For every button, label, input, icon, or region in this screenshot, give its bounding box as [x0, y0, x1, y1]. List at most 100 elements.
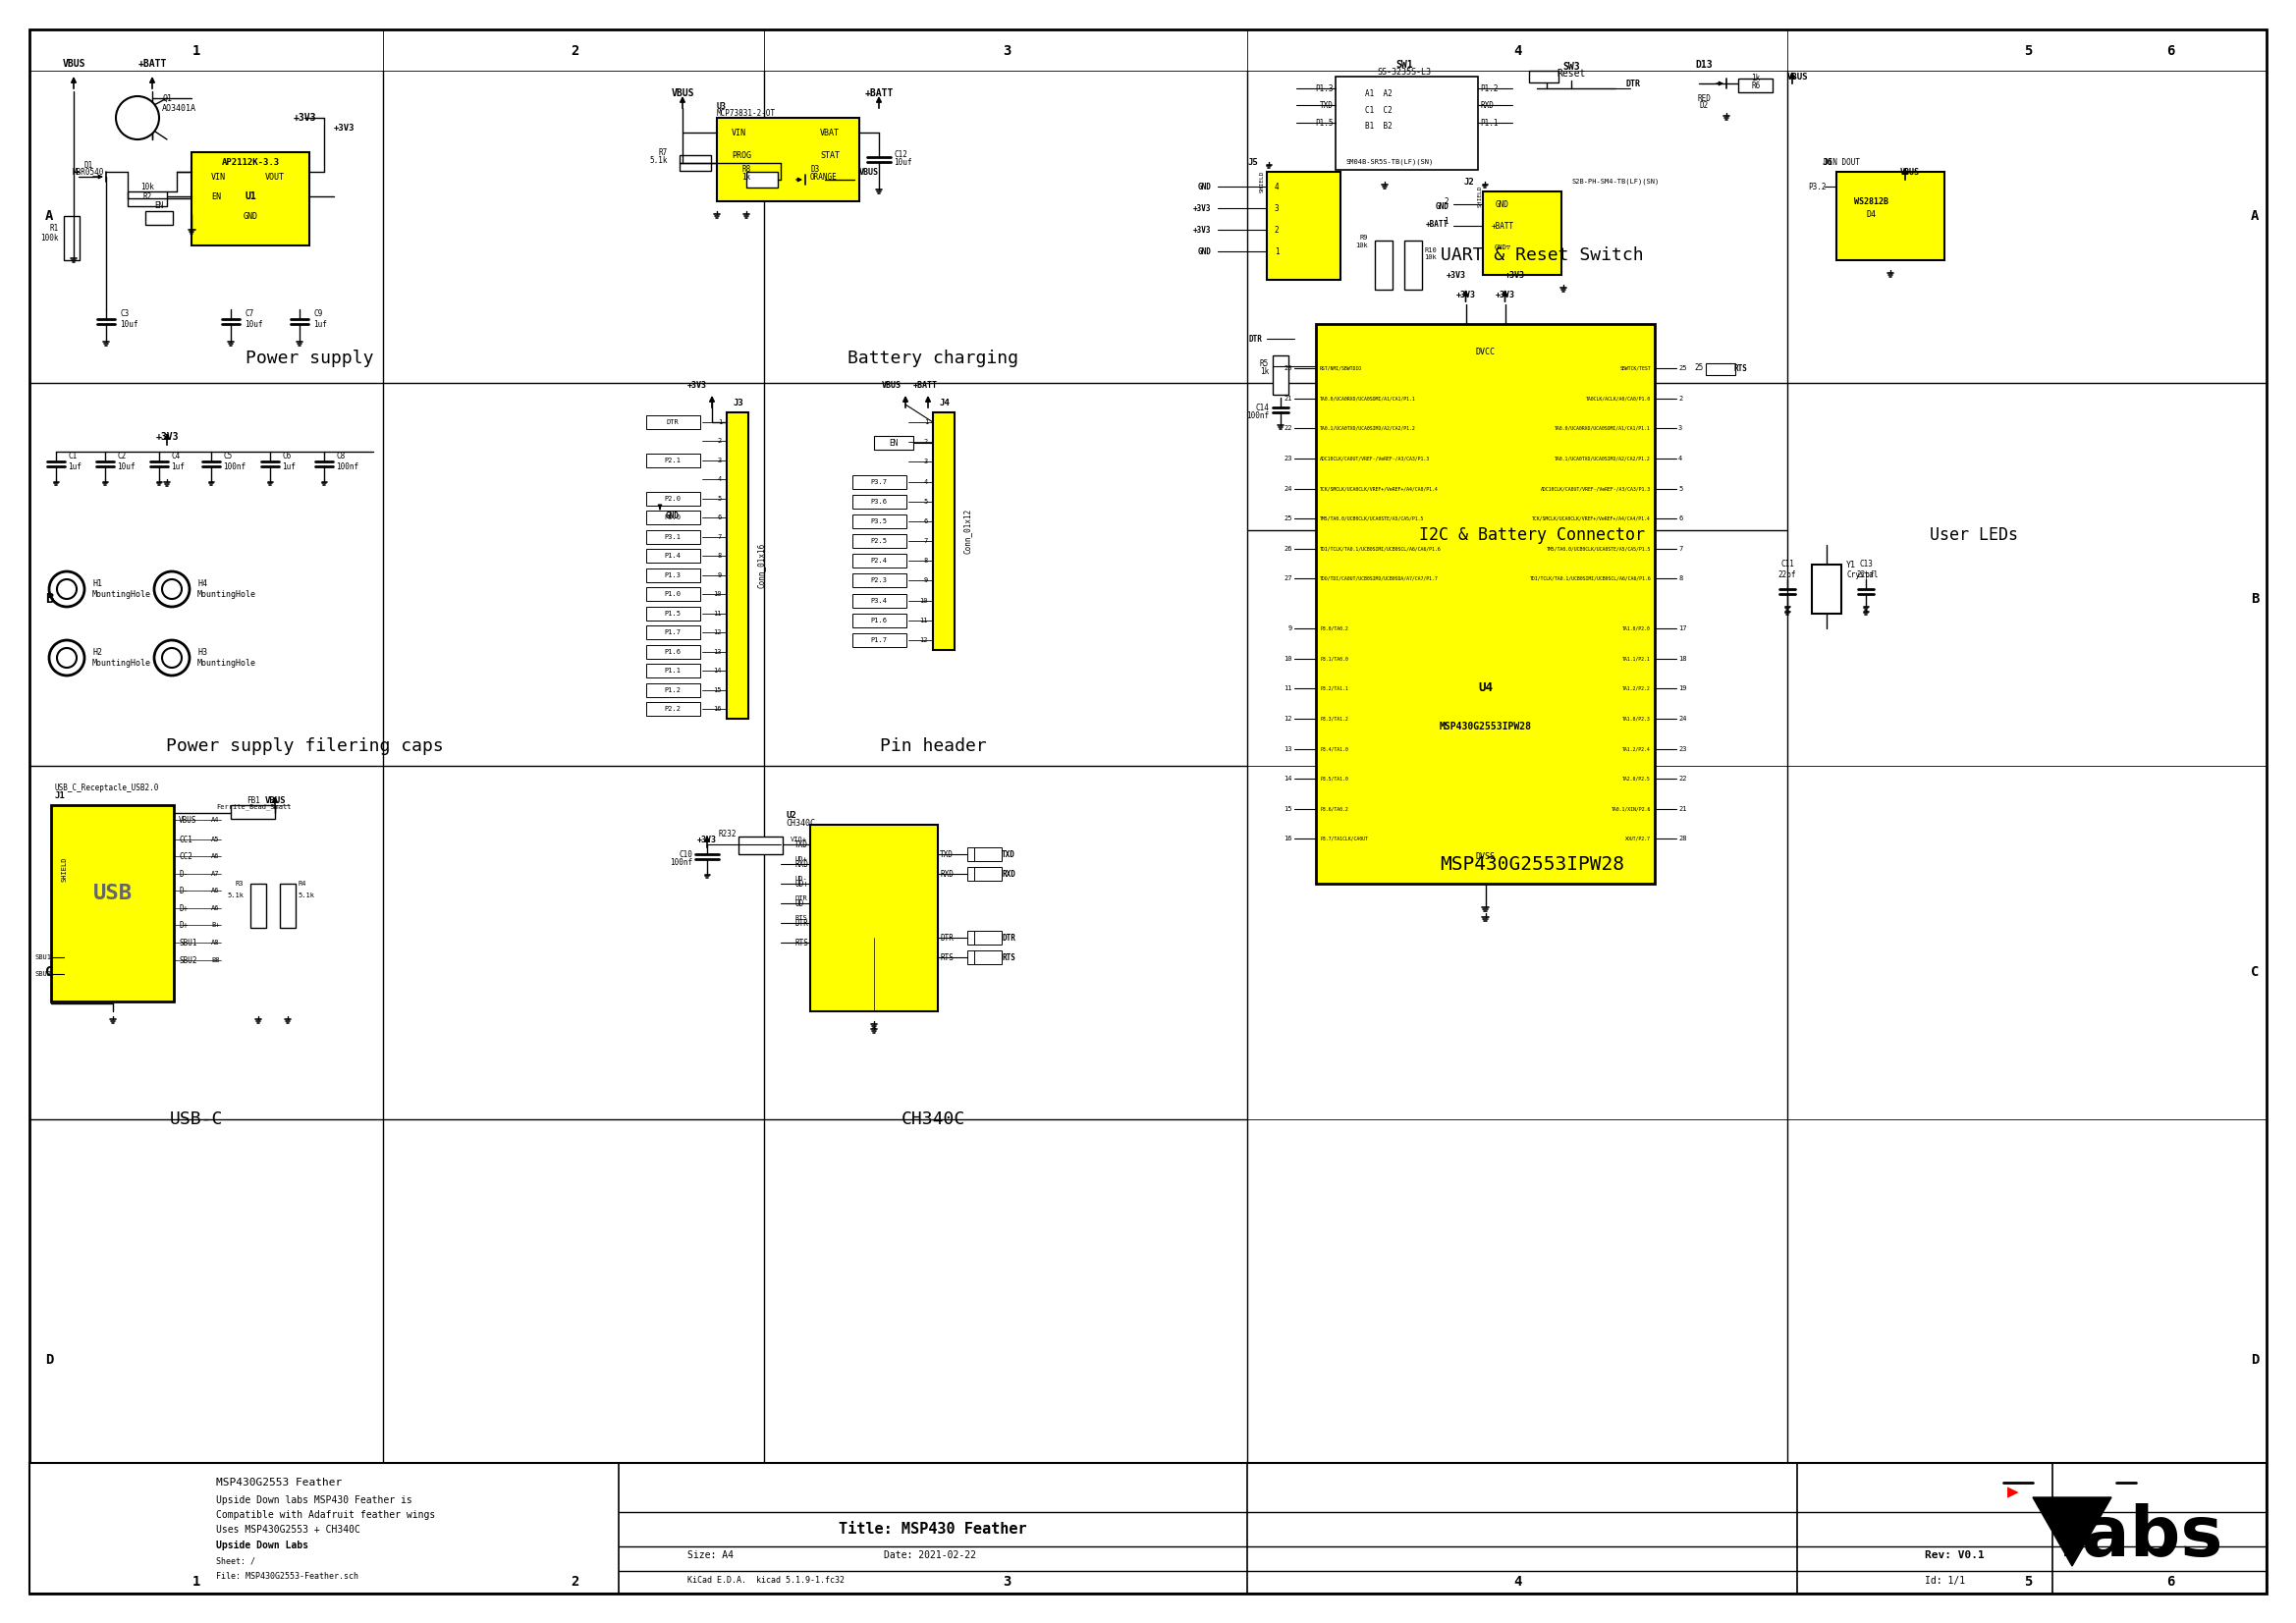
Text: SBU1: SBU1 — [179, 938, 197, 946]
Text: Pin header: Pin header — [879, 737, 987, 755]
Text: P1.1: P1.1 — [1481, 118, 1497, 127]
Text: 10: 10 — [714, 591, 721, 597]
Text: RXD: RXD — [939, 870, 953, 878]
Text: D3: D3 — [810, 164, 820, 174]
Text: D2: D2 — [1699, 101, 1708, 109]
Text: TA0.0/UCA0RXD/UCA0SOMI/A1/CA1/P1.1: TA0.0/UCA0RXD/UCA0SOMI/A1/CA1/P1.1 — [1554, 425, 1651, 430]
Text: P3.6: P3.6 — [870, 498, 886, 505]
Text: DVCC: DVCC — [1476, 347, 1495, 355]
Text: TA0.1/UCA0TXD/UCA0SIMD/A2/CA2/P1.2: TA0.1/UCA0TXD/UCA0SIMD/A2/CA2/P1.2 — [1554, 456, 1651, 461]
Bar — [974, 847, 1001, 862]
Text: +3V3: +3V3 — [156, 432, 179, 441]
Text: +3V3: +3V3 — [1192, 226, 1210, 234]
Text: I2C & Battery Connector: I2C & Battery Connector — [1419, 526, 1644, 544]
Text: VBUS: VBUS — [1786, 71, 1809, 81]
Text: 1: 1 — [193, 44, 200, 58]
Text: C12: C12 — [893, 149, 907, 159]
Text: D+: D+ — [179, 920, 188, 930]
Bar — [645, 568, 700, 583]
Text: 12: 12 — [1283, 716, 1293, 722]
Bar — [852, 633, 907, 648]
Text: 20: 20 — [1283, 365, 1293, 372]
Text: P1.1: P1.1 — [664, 669, 682, 674]
Bar — [145, 211, 172, 226]
Text: SS-3235S-L3: SS-3235S-L3 — [1378, 67, 1430, 76]
Text: A6: A6 — [211, 888, 220, 894]
Text: CH340C: CH340C — [785, 818, 815, 828]
Bar — [1272, 355, 1288, 394]
Text: AP2112K-3.3: AP2112K-3.3 — [220, 157, 280, 167]
Bar — [1529, 71, 1559, 83]
Text: UD+: UD+ — [794, 857, 808, 862]
Text: C10: C10 — [680, 850, 693, 859]
Text: TA1.2/P2.4: TA1.2/P2.4 — [1623, 747, 1651, 751]
Text: Power supply: Power supply — [246, 349, 374, 367]
Text: 24: 24 — [1283, 485, 1293, 492]
Text: 4: 4 — [923, 479, 928, 485]
Text: B8: B8 — [211, 958, 220, 962]
Text: 24: 24 — [1678, 716, 1688, 722]
Text: P3.2/TA1.1: P3.2/TA1.1 — [1320, 687, 1348, 691]
Text: C: C — [2250, 966, 2259, 979]
Text: Size: A4: Size: A4 — [687, 1550, 735, 1560]
Text: 4: 4 — [1678, 456, 1683, 461]
Text: RXD: RXD — [794, 860, 808, 868]
Text: MSP430G2553 Feather: MSP430G2553 Feather — [216, 1477, 342, 1488]
Text: 10k: 10k — [140, 182, 154, 192]
Text: P3.5: P3.5 — [870, 518, 886, 524]
Text: USB_C_Receptacle_USB2.0: USB_C_Receptacle_USB2.0 — [55, 782, 158, 792]
Text: TA1.0/P2.0: TA1.0/P2.0 — [1623, 626, 1651, 631]
Text: SW1: SW1 — [1396, 60, 1412, 70]
Text: P1.6: P1.6 — [664, 649, 682, 654]
Text: VBUS: VBUS — [859, 167, 879, 177]
Text: 1k: 1k — [742, 172, 751, 182]
Text: TA1.1/P2.1: TA1.1/P2.1 — [1623, 656, 1651, 661]
Bar — [645, 664, 700, 678]
Circle shape — [115, 96, 158, 140]
Text: 4: 4 — [1513, 1574, 1522, 1589]
Text: 5.1k: 5.1k — [227, 893, 243, 899]
Text: 21: 21 — [1283, 396, 1293, 401]
Bar — [967, 932, 994, 945]
Text: P3.3/TA1.2: P3.3/TA1.2 — [1320, 716, 1348, 721]
Text: VBUS: VBUS — [62, 58, 85, 68]
Text: D-: D- — [179, 870, 188, 878]
Text: VOUT: VOUT — [264, 172, 285, 182]
Text: STAT: STAT — [820, 151, 840, 159]
Text: +BATT: +BATT — [1490, 221, 1513, 230]
Bar — [974, 951, 1001, 964]
Text: R10: R10 — [1424, 247, 1437, 253]
Text: +3V3: +3V3 — [698, 836, 716, 844]
Text: VBAT: VBAT — [820, 128, 840, 136]
Text: 13: 13 — [1283, 745, 1293, 751]
Text: EN: EN — [211, 192, 220, 201]
Text: TA0.1/UCA0TXD/UCA0SIMD/A2/CA2/P1.2: TA0.1/UCA0TXD/UCA0SIMD/A2/CA2/P1.2 — [1320, 425, 1417, 430]
Text: 2: 2 — [1274, 226, 1279, 234]
Text: SBU1: SBU1 — [34, 954, 51, 961]
Text: +3V3: +3V3 — [1456, 291, 1476, 299]
Text: TDI/TCLK/TA0.1/UCB0SIMI/UCB0SCL/A6/CA6/P1.6: TDI/TCLK/TA0.1/UCB0SIMI/UCB0SCL/A6/CA6/P… — [1529, 576, 1651, 581]
Bar — [967, 867, 994, 881]
Text: TXD: TXD — [1320, 101, 1334, 109]
Text: RST/NMI/SBWTDIO: RST/NMI/SBWTDIO — [1320, 365, 1362, 370]
Text: VIN: VIN — [732, 128, 746, 136]
Text: +3V3: +3V3 — [687, 380, 707, 390]
Bar — [1738, 78, 1773, 93]
Text: SBU2: SBU2 — [34, 971, 51, 977]
Text: TA0CLK/ACLK/A0/CA0/P1.0: TA0CLK/ACLK/A0/CA0/P1.0 — [1587, 396, 1651, 401]
Text: Power supply filering caps: Power supply filering caps — [165, 737, 443, 755]
Circle shape — [48, 639, 85, 675]
Bar — [232, 805, 276, 820]
Text: 5: 5 — [719, 495, 721, 502]
Text: R232: R232 — [719, 829, 737, 837]
Text: 5: 5 — [2023, 44, 2032, 58]
Bar — [852, 476, 907, 489]
Text: +BATT: +BATT — [138, 58, 168, 68]
Circle shape — [57, 648, 76, 667]
Text: +3V3: +3V3 — [1192, 204, 1210, 213]
Text: 14: 14 — [1283, 776, 1293, 782]
Text: A7: A7 — [211, 872, 220, 876]
Circle shape — [154, 639, 191, 675]
Text: 2: 2 — [569, 44, 579, 58]
Text: 16: 16 — [1283, 836, 1293, 842]
